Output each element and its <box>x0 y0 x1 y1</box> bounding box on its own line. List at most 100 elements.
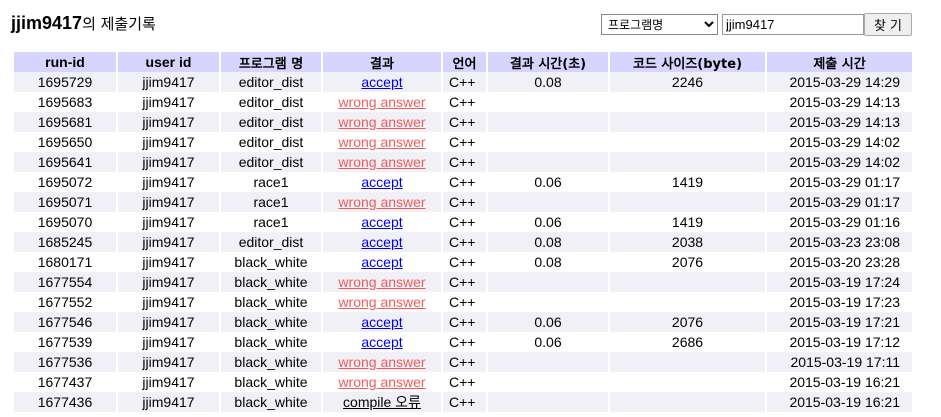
search-input[interactable] <box>722 14 864 35</box>
submit-time-cell: 2015-03-19 17:11 <box>767 352 912 372</box>
submit-time-cell: 2015-03-19 17:12 <box>767 332 912 352</box>
language-cell: C++ <box>443 212 486 232</box>
program-cell: black_white <box>221 272 321 292</box>
user-id-cell: jjim9417 <box>118 312 219 332</box>
result-link[interactable]: wrong answer <box>338 194 426 210</box>
table-row: 1677539 jjim9417 black_white accept C++ 0.06 2… <box>14 332 912 352</box>
exec-time-cell <box>488 372 608 392</box>
code-size-cell: 2246 <box>610 72 765 92</box>
code-size-cell <box>610 272 765 292</box>
table-row: 1685245 jjim9417 editor_dist accept C++ 0.08 2… <box>14 232 912 252</box>
result-cell: accept <box>323 212 441 232</box>
language-cell: C++ <box>443 272 486 292</box>
result-link[interactable]: accept <box>361 174 403 190</box>
code-size-cell: 2076 <box>610 252 765 272</box>
result-link[interactable]: wrong answer <box>338 374 426 390</box>
result-link[interactable]: accept <box>361 334 403 350</box>
language-cell: C++ <box>443 232 486 252</box>
search-button[interactable]: 찾 기 <box>864 13 912 36</box>
search-field-select[interactable]: 프로그램명 <box>601 14 718 35</box>
submit-time-cell: 2015-03-19 16:21 <box>767 392 912 412</box>
user-id-cell: jjim9417 <box>118 372 219 392</box>
user-id-cell: jjim9417 <box>118 292 219 312</box>
user-id-cell: jjim9417 <box>118 172 219 192</box>
run-id-cell: 1695729 <box>14 72 116 92</box>
top-bar: jjim9417의 제출기록 프로그램명 찾 기 <box>0 0 941 50</box>
result-link[interactable]: accept <box>361 74 403 90</box>
result-cell: accept <box>323 252 441 272</box>
col-header-language[interactable]: 언어 <box>443 52 486 72</box>
language-cell: C++ <box>443 72 486 92</box>
code-size-cell <box>610 152 765 172</box>
submit-time-cell: 2015-03-19 16:21 <box>767 372 912 392</box>
title-user-id: jjim9417 <box>11 13 83 33</box>
submit-time-cell: 2015-03-29 14:13 <box>767 92 912 112</box>
submit-time-cell: 2015-03-19 17:24 <box>767 272 912 292</box>
result-link[interactable]: wrong answer <box>338 114 426 130</box>
result-cell: accept <box>323 332 441 352</box>
user-id-cell: jjim9417 <box>118 112 219 132</box>
exec-time-cell <box>488 132 608 152</box>
program-cell: race1 <box>221 192 321 212</box>
exec-time-cell <box>488 292 608 312</box>
user-id-cell: jjim9417 <box>118 152 219 172</box>
table-row: 1695683 jjim9417 editor_dist wrong answer C+… <box>14 92 912 112</box>
submit-time-cell: 2015-03-29 14:02 <box>767 152 912 172</box>
language-cell: C++ <box>443 152 486 172</box>
run-id-cell: 1695072 <box>14 172 116 192</box>
code-size-cell: 1419 <box>610 172 765 192</box>
language-cell: C++ <box>443 132 486 152</box>
submit-time-cell: 2015-03-19 17:21 <box>767 312 912 332</box>
submit-time-cell: 2015-03-29 01:17 <box>767 192 912 212</box>
result-link[interactable]: wrong answer <box>338 354 426 370</box>
table-row: 1695071 jjim9417 race1 wrong answer C++ 2015-… <box>14 192 912 212</box>
language-cell: C++ <box>443 112 486 132</box>
run-id-cell: 1677546 <box>14 312 116 332</box>
table-row: 1680171 jjim9417 black_white accept C++ 0.08 2… <box>14 252 912 272</box>
exec-time-cell <box>488 112 608 132</box>
col-header-submit-time[interactable]: 제출 시간 <box>767 52 912 72</box>
result-cell: accept <box>323 172 441 192</box>
table-row: 1677554 jjim9417 black_white wrong answer C+… <box>14 272 912 292</box>
exec-time-cell: 0.06 <box>488 312 608 332</box>
result-cell: wrong answer <box>323 92 441 112</box>
submit-time-cell: 2015-03-29 14:13 <box>767 112 912 132</box>
run-id-cell: 1677552 <box>14 292 116 312</box>
program-cell: editor_dist <box>221 112 321 132</box>
col-header-run-id[interactable]: run-id <box>14 52 116 72</box>
run-id-cell: 1677554 <box>14 272 116 292</box>
submit-time-cell: 2015-03-19 17:23 <box>767 292 912 312</box>
result-cell: compile 오류 <box>323 392 441 412</box>
code-size-cell <box>610 352 765 372</box>
col-header-code-size[interactable]: 코드 사이즈(byte) <box>610 52 765 72</box>
result-cell: accept <box>323 232 441 252</box>
submit-time-cell: 2015-03-20 23:28 <box>767 252 912 272</box>
result-link[interactable]: wrong answer <box>338 294 426 310</box>
exec-time-cell: 0.08 <box>488 72 608 92</box>
code-size-cell: 2076 <box>610 312 765 332</box>
run-id-cell: 1695683 <box>14 92 116 112</box>
program-cell: race1 <box>221 172 321 192</box>
col-header-result[interactable]: 결과 <box>323 52 441 72</box>
col-header-program[interactable]: 프로그램 명 <box>221 52 321 72</box>
col-header-user-id[interactable]: user id <box>118 52 219 72</box>
exec-time-cell <box>488 92 608 112</box>
run-id-cell: 1677437 <box>14 372 116 392</box>
code-size-cell <box>610 372 765 392</box>
result-link[interactable]: wrong answer <box>338 154 426 170</box>
program-cell: black_white <box>221 252 321 272</box>
result-link[interactable]: accept <box>361 234 403 250</box>
col-header-exec-time[interactable]: 결과 시간(초) <box>488 52 608 72</box>
result-link[interactable]: wrong answer <box>338 94 426 110</box>
run-id-cell: 1695650 <box>14 132 116 152</box>
submit-time-cell: 2015-03-29 14:29 <box>767 72 912 92</box>
result-link[interactable]: accept <box>361 254 403 270</box>
code-size-cell: 1419 <box>610 212 765 232</box>
result-link[interactable]: accept <box>361 214 403 230</box>
result-link[interactable]: wrong answer <box>338 274 426 290</box>
user-id-cell: jjim9417 <box>118 272 219 292</box>
result-link[interactable]: wrong answer <box>338 134 426 150</box>
result-link[interactable]: compile 오류 <box>343 394 421 410</box>
result-link[interactable]: accept <box>361 314 403 330</box>
run-id-cell: 1695071 <box>14 192 116 212</box>
